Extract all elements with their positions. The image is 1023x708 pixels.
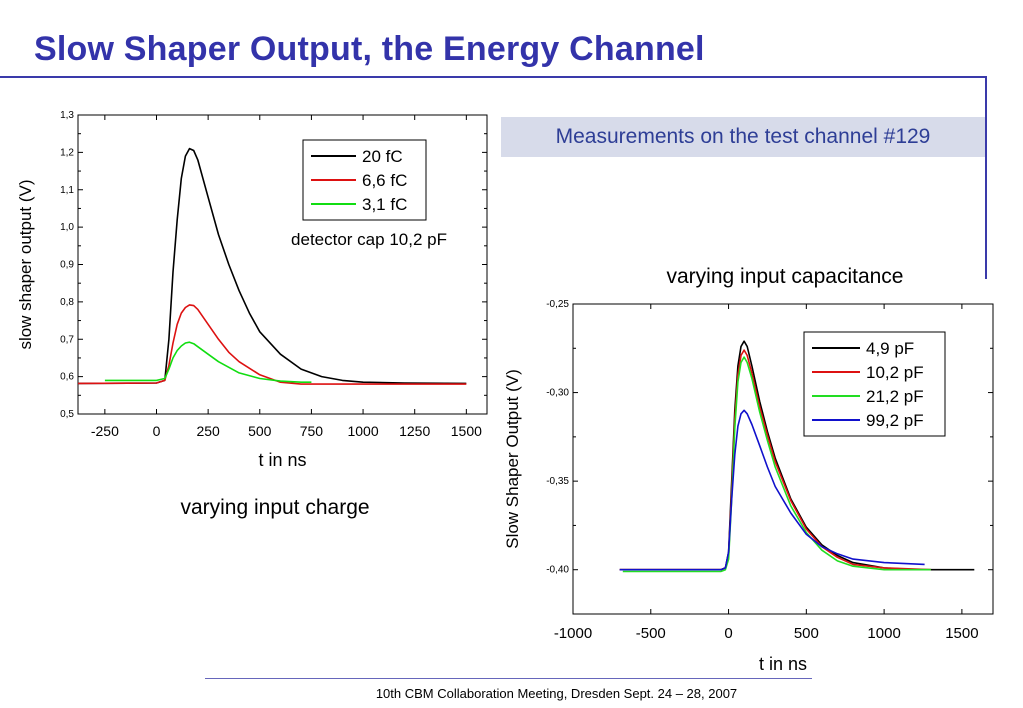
right-border-line — [985, 76, 987, 279]
x-tick-label: 0 — [724, 625, 732, 642]
charge-chart-caption: varying input charge — [180, 496, 370, 519]
x-tick-label: 1000 — [347, 423, 378, 439]
series-line-3 — [622, 356, 931, 573]
legend-entry-label: 20 fC — [362, 147, 403, 166]
y-tick-label: -0,35 — [546, 476, 569, 487]
detector-cap-annotation: detector cap 10,2 pF — [291, 230, 447, 249]
y-tick-label: 0,9 — [60, 260, 74, 271]
capacitance-chart-caption: varying input capacitance — [666, 265, 904, 288]
measurement-note-text: Measurements on the test channel #129 — [555, 125, 931, 148]
legend-entry-label: 99,2 pF — [866, 411, 924, 430]
x-tick-label: -1000 — [554, 625, 592, 642]
y-axis-label: slow shaper output (V) — [16, 179, 35, 349]
x-tick-label: 1000 — [867, 625, 900, 642]
plot-frame — [572, 303, 994, 615]
x-tick-label: 1500 — [451, 423, 482, 439]
legend-entry-label: 3,1 fC — [362, 195, 407, 214]
footer-text: 10th CBM Collaboration Meeting, Dresden … — [375, 686, 738, 701]
y-tick-label: 1,1 — [60, 185, 74, 196]
x-tick-label: 500 — [248, 423, 272, 439]
legend-entry-label: 10,2 pF — [866, 363, 924, 382]
y-tick-label: 0,6 — [60, 372, 74, 383]
x-tick-label: 1500 — [945, 625, 978, 642]
measurement-note-box: Measurements on the test channel #129 — [501, 117, 985, 157]
series-line-4 — [619, 409, 925, 571]
x-tick-label: 0 — [153, 423, 161, 439]
title-underline — [0, 76, 986, 78]
legend-entry-label: 6,6 fC — [362, 171, 407, 190]
y-axis-label: Slow Shaper Output (V) — [503, 369, 522, 549]
slide-title: Slow Shaper Output, the Energy Channel — [34, 30, 705, 68]
y-tick-label: 1,2 — [60, 147, 74, 158]
y-tick-label: 1,0 — [60, 222, 74, 233]
x-tick-label: 1250 — [399, 423, 430, 439]
x-tick-label: 250 — [196, 423, 220, 439]
series-line-2 — [78, 304, 467, 385]
y-tick-label: -0,40 — [546, 565, 569, 576]
footer-rule — [205, 678, 812, 679]
y-tick-label: -0,25 — [546, 299, 569, 310]
y-tick-label: 0,8 — [60, 297, 74, 308]
y-tick-label: 1,3 — [60, 110, 74, 121]
x-axis-label: t in ns — [759, 654, 807, 674]
y-tick-label: 0,7 — [60, 334, 74, 345]
legend-entry-label: 21,2 pF — [866, 387, 924, 406]
legend-box — [803, 331, 946, 437]
series-line-3 — [104, 341, 312, 384]
x-tick-label: -250 — [91, 423, 119, 439]
x-tick-label: -500 — [636, 625, 666, 642]
x-tick-label: 500 — [794, 625, 819, 642]
series-line-1 — [78, 147, 467, 385]
x-axis-label: t in ns — [258, 450, 306, 470]
y-tick-label: -0,30 — [546, 388, 569, 399]
y-tick-label: 0,5 — [60, 409, 74, 420]
legend-entry-label: 4,9 pF — [866, 339, 914, 358]
x-tick-label: 750 — [300, 423, 324, 439]
